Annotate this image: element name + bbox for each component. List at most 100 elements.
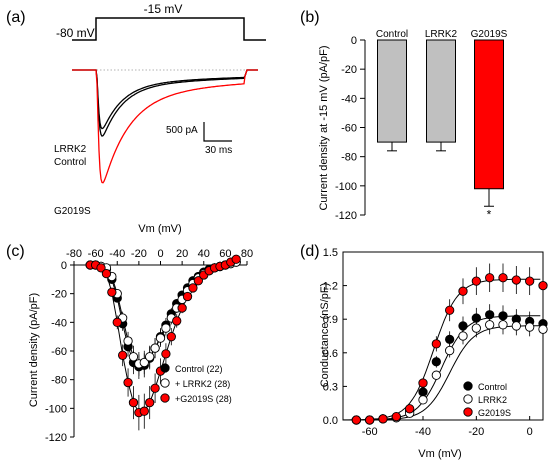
bar-label-lrrk2: LRRK2 [425,29,458,40]
legend-label-lrrk2: LRRK2 [478,395,507,405]
y-tick-label: 0.6 [323,348,338,360]
data-point-g2019s [139,406,149,416]
data-point-g2019s [458,286,468,296]
bar-label-g2019s: G2019S [471,29,508,40]
data-point-g2019s [365,415,375,425]
data-point-lrrk2 [471,323,481,333]
data-point-control [498,311,508,321]
x-tick-label: -20 [468,426,484,438]
scale-bar-current: 500 pA [166,125,198,136]
y-tick-label: -20 [51,289,67,301]
y-tick-label: -60 [51,346,67,358]
y-tick-label: -40 [341,93,357,105]
x-tick-label: -20 [131,248,147,260]
bar-g2019s [474,39,504,190]
legend-marker-control [160,363,170,373]
data-point-g2019s [101,268,112,279]
data-point-lrrk2 [485,320,495,330]
trace-label-g2019s: G2019S [54,206,91,217]
legend-label-control: Control [478,382,507,392]
data-point-g2019s [538,280,548,291]
y-tick-label: -20 [341,64,357,76]
data-point-g2019s [118,350,128,360]
bar-label-control: Control [376,29,408,40]
data-point-lrrk2 [128,352,139,362]
data-point-g2019s [128,397,139,408]
data-point-g2019s [378,414,388,424]
data-point-lrrk2 [150,343,160,353]
data-point-g2019s [107,287,117,297]
data-point-g2019s [231,254,241,264]
panel-a-label: (a) [6,9,26,26]
trace-label-control: Control [54,157,86,168]
data-point-g2019s [445,305,455,315]
data-point-lrrk2 [145,352,155,362]
y-tick-label: 1.2 [323,281,338,293]
y-tick-label: -100 [335,181,357,193]
data-point-g2019s [405,404,415,414]
data-point-g2019s [485,273,495,283]
y-tick-label: -80 [51,375,67,387]
legend-label-lrrk2: + LRRK2 (28) [175,379,230,389]
legend-label-control: Control (22) [175,364,223,374]
panel-d-xlabel: Vm (mV) [418,448,461,460]
data-point-g2019s [172,316,182,326]
data-point-control [485,310,495,320]
data-point-lrrk2 [139,357,149,368]
legend-marker-lrrk2 [160,378,170,388]
y-tick-label: -100 [45,403,67,415]
data-point-g2019s [511,275,521,285]
scale-bar [203,122,232,142]
legend-label-g2019s: +G2019S (28) [175,394,232,404]
data-point-lrrk2 [538,324,548,334]
data-point-g2019s [182,291,193,302]
panel-d-label: (d) [300,243,320,260]
legend-label-g2019s: G2019S [478,408,511,418]
panel-c-ylabel: Current density (pA/pF) [28,293,40,407]
legend-marker-g2019s [160,393,170,403]
data-point-lrrk2 [418,395,428,405]
x-tick-label: 80 [241,248,253,260]
legend-marker-control [463,381,473,391]
data-point-g2019s [498,273,508,283]
data-point-lrrk2 [431,370,441,380]
trace-control [72,69,258,130]
panel-c-label: (c) [6,243,25,260]
y-tick-label: 0.0 [323,415,338,427]
x-tick-label: -80 [66,248,82,260]
data-point-control [431,357,441,367]
data-point-g2019s [471,276,481,286]
data-point-control [471,313,481,323]
data-point-control [418,387,428,397]
fit-line-g2019s [343,278,541,421]
scale-bar-time: 30 ms [205,145,232,156]
data-point-lrrk2 [155,333,166,343]
bar-control [377,39,407,143]
data-point-lrrk2 [511,321,521,331]
legend-marker-lrrk2 [463,394,473,404]
data-point-g2019s [161,349,171,359]
y-tick-label: -80 [341,152,357,164]
data-point-g2019s [525,276,535,286]
x-tick-label: -40 [109,248,125,260]
y-tick-label: 0 [61,260,67,272]
x-tick-label: -40 [415,426,431,438]
data-point-control [445,334,455,345]
y-tick-label: -120 [335,210,357,222]
y-tick-label: 0.3 [323,381,338,393]
data-point-g2019s [112,317,122,327]
bar-lrrk2 [426,39,456,143]
bar-chart: 0 -20 -40 -60 -80 -100 -120 Control LRRK2 G2019S * [335,29,508,222]
data-point-lrrk2 [458,331,468,341]
data-point-g2019s [351,415,361,425]
trace-label-lrrk2: LRRK2 [54,144,87,155]
data-point-g2019s [391,411,401,422]
step-voltage-label: -15 mV [144,2,183,16]
y-tick-label: -40 [51,317,67,329]
data-point-g2019s [188,283,198,293]
x-tick-label: 40 [198,248,210,260]
data-point-lrrk2 [123,336,133,346]
iv-curve-plot: -80 -60 -40 -20 0 20 40 60 80 0 -20 -40 -60 -80 -100 -1… [45,248,253,444]
data-point-lrrk2 [525,322,535,332]
